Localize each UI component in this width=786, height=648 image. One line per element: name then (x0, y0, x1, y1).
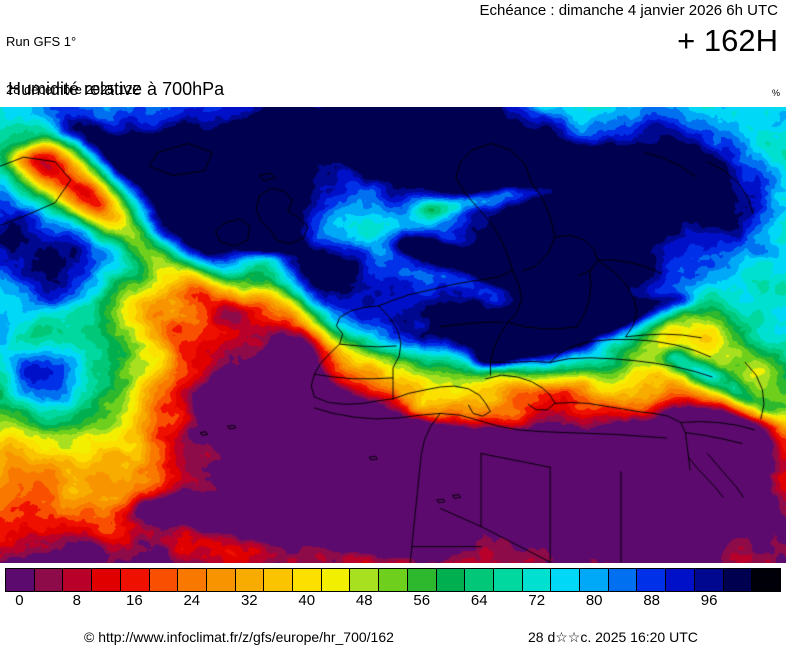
color-swatch (63, 569, 93, 591)
color-swatch (580, 569, 609, 591)
color-swatch (206, 569, 236, 591)
color-swatch (92, 569, 121, 591)
color-swatch (264, 569, 294, 591)
color-scale-tick-label: 8 (72, 592, 82, 609)
forecast-step-label: + 162H (677, 23, 778, 58)
color-swatch (379, 569, 408, 591)
page-title: Humidité relative à 700hPa (8, 79, 225, 99)
color-swatch (120, 569, 150, 591)
color-scale-tick-label: 0 (15, 592, 24, 609)
generation-timestamp-label: 28 d☆☆c. 2025 16:20 UTC (528, 629, 698, 645)
color-swatch (694, 569, 724, 591)
color-scale-tick-label: 40 (298, 592, 316, 609)
color-swatch (465, 569, 494, 591)
color-scale-tick-label: 48 (355, 592, 373, 609)
color-scale-bar (5, 568, 781, 592)
humidity-field-canvas[interactable] (0, 107, 786, 563)
color-swatch (407, 569, 437, 591)
color-swatch (493, 569, 523, 591)
color-scale-tick-label: 32 (240, 592, 258, 609)
color-scale-tick-label: 80 (585, 592, 603, 609)
color-scale-tick-label: 96 (700, 592, 718, 609)
color-swatch (608, 569, 638, 591)
color-swatch (34, 569, 64, 591)
color-swatch (178, 569, 207, 591)
color-swatch (350, 569, 380, 591)
color-swatch (752, 569, 780, 591)
weather-map[interactable] (0, 107, 786, 563)
color-swatch (551, 569, 581, 591)
color-swatch (666, 569, 695, 591)
run-model-label: Run GFS 1° (6, 34, 77, 49)
color-swatch (321, 569, 351, 591)
forecast-validity-label: Echéance : dimanche 4 janvier 2026 6h UT… (479, 2, 778, 19)
color-scale-tick-label: 16 (125, 592, 143, 609)
color-swatch (293, 569, 322, 591)
color-scale-ticks: 0 8 16 24 32 40 48 56 64 72 80 88 96 (0, 592, 786, 612)
color-scale-tick-label: 64 (470, 592, 488, 609)
unit-label: % (771, 88, 780, 98)
source-url-label[interactable]: © http://www.infoclimat.fr/z/gfs/europe/… (84, 629, 394, 645)
header-run-block: Run GFS 1° 28 décembre 2025 12Z (6, 2, 140, 130)
color-swatch (522, 569, 552, 591)
color-swatch (149, 569, 179, 591)
color-swatch (6, 569, 35, 591)
color-scale-tick-label: 72 (528, 592, 546, 609)
color-swatch (637, 569, 667, 591)
color-swatch (235, 569, 265, 591)
color-swatch (436, 569, 466, 591)
color-swatch (723, 569, 753, 591)
color-scale-tick-label: 88 (643, 592, 660, 609)
color-scale-tick-label: 56 (413, 592, 431, 609)
color-scale-tick-label: 24 (183, 592, 201, 609)
run-date-label: 28 décembre 2025 12Z (6, 82, 141, 97)
